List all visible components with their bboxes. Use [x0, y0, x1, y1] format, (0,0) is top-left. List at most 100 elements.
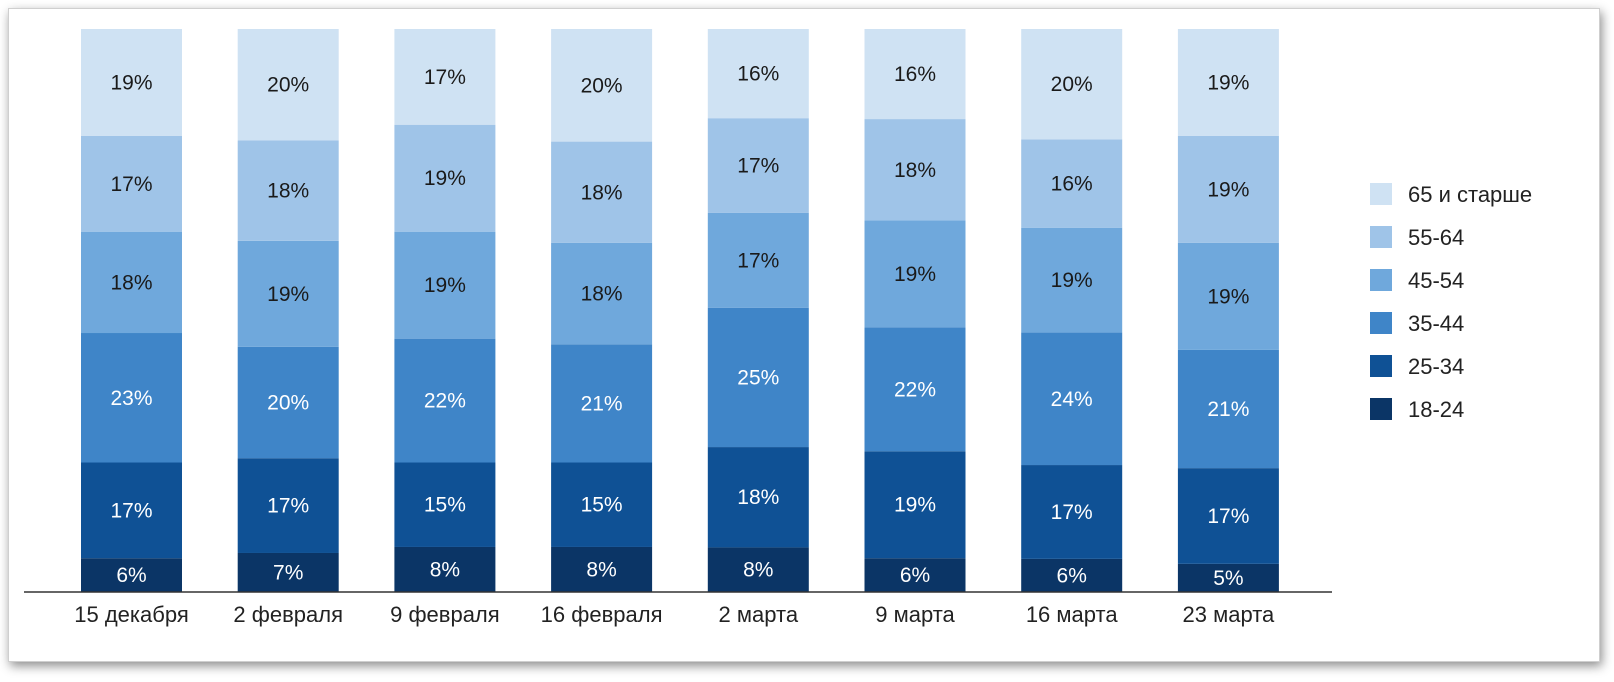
- bar-segment: [81, 135, 182, 232]
- data-label: 19%: [424, 167, 466, 190]
- bar-segment: [1177, 242, 1279, 350]
- data-label: 15%: [581, 494, 623, 517]
- bar-segment: [237, 140, 339, 241]
- legend-label: 65 и старше: [1408, 182, 1532, 207]
- bar-segment: [707, 447, 809, 548]
- data-label: 17%: [110, 173, 152, 196]
- bar-segment: [1021, 29, 1123, 140]
- data-label: 8%: [743, 559, 773, 582]
- data-label: 19%: [894, 494, 936, 517]
- data-label: 25%: [737, 366, 779, 389]
- bar-segment: [237, 552, 339, 592]
- data-label: 22%: [894, 378, 936, 401]
- legend-label: 25-34: [1408, 354, 1464, 379]
- bar-segment: [707, 212, 809, 308]
- bar-segment: [707, 29, 809, 119]
- bar-segment: [237, 458, 339, 553]
- legend-label: 18-24: [1408, 397, 1464, 422]
- bar-segment: [237, 29, 339, 141]
- legend-swatch: [1370, 226, 1392, 248]
- x-tick-label: 2 марта: [719, 602, 799, 627]
- data-label: 17%: [1207, 505, 1249, 528]
- data-label: 20%: [267, 74, 309, 97]
- legend-swatch: [1370, 355, 1392, 377]
- bar-segment: [1021, 558, 1123, 592]
- data-label: 16%: [894, 63, 936, 86]
- x-tick-label: 9 марта: [875, 602, 955, 627]
- x-tick-label: 16 февраля: [541, 602, 663, 627]
- bar-segment: [81, 333, 182, 463]
- bar-segment: [81, 29, 182, 136]
- bar-segment: [864, 29, 966, 120]
- data-label: 18%: [581, 283, 623, 306]
- data-label: 20%: [581, 74, 623, 97]
- x-axis-labels: 15 декабря 2 февраля 9 февраля 16 февраля 2 …: [74, 602, 1275, 627]
- data-label: 16%: [737, 63, 779, 86]
- bar-segment: [551, 242, 653, 345]
- x-tick-label: 2 февраля: [233, 602, 343, 627]
- data-label: 16%: [1051, 173, 1093, 196]
- data-label: 21%: [1207, 398, 1249, 421]
- bar-segment: [707, 307, 809, 448]
- data-label: 8%: [586, 558, 616, 581]
- bar-segment: [81, 231, 182, 334]
- data-label: 18%: [267, 180, 309, 203]
- data-label: 17%: [110, 499, 152, 522]
- x-tick-label: 9 февраля: [390, 602, 500, 627]
- data-label: 19%: [894, 263, 936, 286]
- legend-label: 35-44: [1408, 311, 1464, 336]
- data-label: 24%: [1051, 388, 1093, 411]
- data-label: 15%: [424, 494, 466, 517]
- x-tick-label: 23 марта: [1183, 602, 1276, 627]
- bar-segment: [394, 124, 496, 232]
- data-label: 19%: [1207, 178, 1249, 201]
- bar-segment: [81, 462, 182, 559]
- data-label: 6%: [900, 564, 930, 587]
- x-tick-label: 16 марта: [1026, 602, 1119, 627]
- bar-segment: [551, 546, 653, 592]
- bars-layer: 6% 17% 23% 18% 17% 19% 7% 17% 20% 19% 18% 20% 8% 15% 2…: [81, 29, 1279, 592]
- bar-segment: [707, 547, 809, 592]
- data-label: 18%: [737, 486, 779, 509]
- data-label: 7%: [273, 561, 303, 584]
- legend-swatch: [1370, 269, 1392, 291]
- legend-swatch: [1370, 183, 1392, 205]
- data-label: 8%: [430, 558, 460, 581]
- data-label: 18%: [894, 159, 936, 182]
- data-label: 18%: [581, 181, 623, 204]
- legend-swatch: [1370, 312, 1392, 334]
- legend-label: 45-54: [1408, 268, 1464, 293]
- bar-segment: [237, 346, 339, 459]
- bar-segment: [864, 220, 966, 328]
- data-label: 17%: [424, 66, 466, 89]
- bar-segment: [1021, 332, 1123, 466]
- bar-segment: [1021, 227, 1123, 333]
- bar-segment: [1021, 465, 1123, 559]
- legend-swatch: [1370, 398, 1392, 420]
- bar-segment: [394, 231, 496, 339]
- data-label: 19%: [267, 283, 309, 306]
- bar-segment: [864, 327, 966, 452]
- legend-label: 55-64: [1408, 225, 1464, 250]
- bar-segment: [394, 462, 496, 547]
- bar-segment: [707, 118, 809, 213]
- data-label: 19%: [1207, 285, 1249, 308]
- data-label: 5%: [1213, 567, 1243, 590]
- legend: 65 и старше 55-64 45-54 35-44 25-34 18-24: [1370, 182, 1532, 422]
- data-label: 19%: [1207, 71, 1249, 94]
- bar-segment: [1177, 135, 1279, 243]
- data-label: 23%: [110, 387, 152, 410]
- data-label: 20%: [267, 391, 309, 414]
- bar-segment: [81, 558, 182, 592]
- bar-segment: [864, 558, 966, 592]
- data-label: 20%: [1051, 73, 1093, 96]
- data-label: 17%: [1051, 501, 1093, 524]
- bar-segment: [551, 344, 653, 463]
- x-tick-label: 15 декабря: [74, 602, 189, 627]
- data-label: 19%: [1051, 269, 1093, 292]
- data-label: 19%: [424, 274, 466, 297]
- bar-segment: [551, 29, 653, 142]
- bar-segment: [394, 338, 496, 463]
- data-label: 19%: [110, 71, 152, 94]
